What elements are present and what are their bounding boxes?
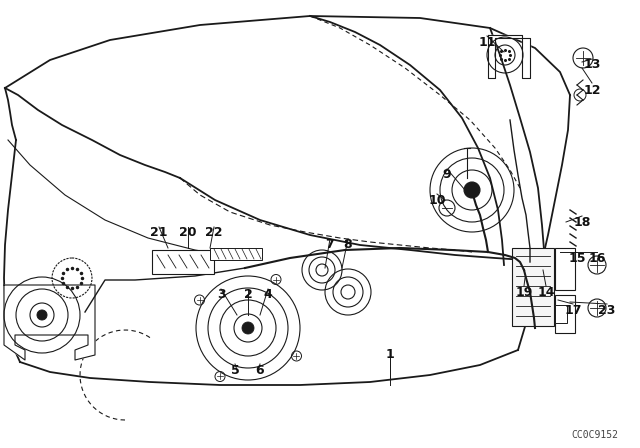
Text: 12: 12	[583, 83, 601, 96]
Text: 22: 22	[205, 227, 223, 240]
Text: 1: 1	[386, 349, 394, 362]
Polygon shape	[4, 285, 95, 360]
Text: 23: 23	[598, 303, 616, 316]
Text: 8: 8	[344, 238, 352, 251]
Text: 14: 14	[537, 285, 555, 298]
Text: CC0C9152: CC0C9152	[572, 430, 618, 440]
Bar	[555, 248, 575, 290]
Circle shape	[37, 310, 47, 320]
Text: 19: 19	[515, 285, 532, 298]
Text: 18: 18	[573, 215, 591, 228]
Text: 13: 13	[583, 59, 601, 72]
Polygon shape	[488, 35, 530, 78]
Text: 2: 2	[244, 289, 252, 302]
Bar	[512, 248, 554, 326]
Circle shape	[464, 182, 480, 198]
Text: 20: 20	[179, 227, 196, 240]
Text: 16: 16	[588, 251, 605, 264]
Text: 11: 11	[478, 35, 496, 48]
Bar	[210, 248, 262, 260]
Bar	[555, 305, 567, 323]
Text: 3: 3	[217, 289, 225, 302]
Text: 9: 9	[443, 168, 451, 181]
Text: 4: 4	[264, 289, 273, 302]
Text: 7: 7	[326, 238, 334, 251]
Text: 5: 5	[230, 363, 239, 376]
Bar	[152, 250, 214, 274]
Text: 15: 15	[568, 251, 586, 264]
Bar	[555, 295, 575, 333]
Circle shape	[242, 322, 254, 334]
Text: 21: 21	[150, 227, 168, 240]
Text: 10: 10	[428, 194, 445, 207]
Text: 17: 17	[564, 303, 582, 316]
Text: 6: 6	[256, 363, 264, 376]
